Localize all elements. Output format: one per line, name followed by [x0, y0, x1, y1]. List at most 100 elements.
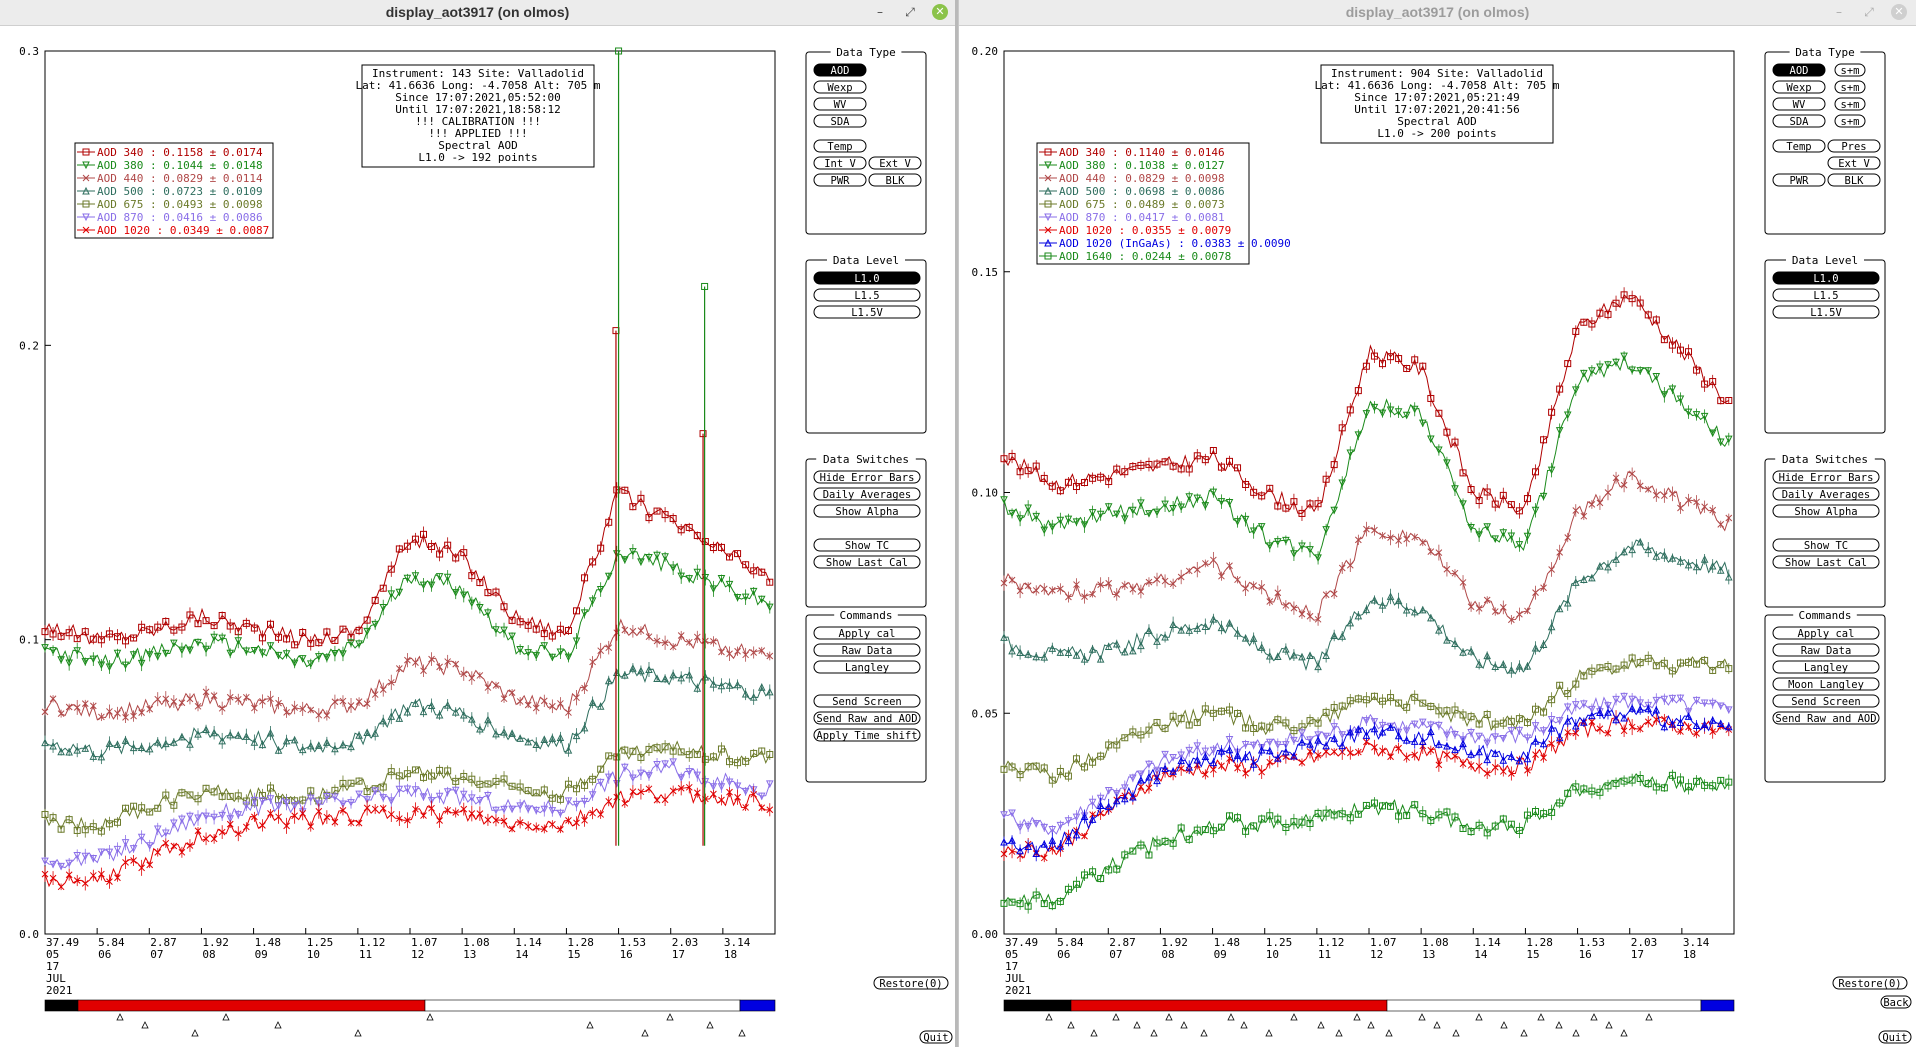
data-level-button-l15[interactable]: L1.5 [1772, 288, 1880, 302]
maximize-icon[interactable]: ⤢ [1864, 5, 1874, 19]
blk-button[interactable]: BLK [868, 173, 922, 187]
data-point [1169, 712, 1177, 720]
data-level-button-l15v[interactable]: L1.5V [1772, 305, 1880, 319]
switch-button-show-alpha[interactable]: Show Alpha [813, 504, 921, 518]
ext-v-button[interactable]: Ext V [1827, 156, 1881, 170]
temp-button[interactable]: Temp [813, 139, 867, 153]
wv-s-m-button[interactable]: s+m [1834, 97, 1866, 111]
data-point [1040, 764, 1048, 772]
data-point [161, 829, 170, 838]
aod-button[interactable]: AOD [1772, 63, 1826, 77]
restore-button[interactable]: Restore(0) [1832, 976, 1908, 990]
data-point [1048, 776, 1056, 784]
right-titlebar[interactable]: display_aot3917 (on olmos) – ⤢ ✕ [959, 0, 1916, 26]
data-point [1572, 783, 1580, 791]
pwr-button[interactable]: PWR [1772, 173, 1826, 187]
data-point [1427, 746, 1435, 754]
quit-button[interactable]: Quit [1878, 1030, 1912, 1044]
data-point [766, 578, 774, 586]
minimize-icon[interactable]: – [877, 5, 883, 19]
data-point [1604, 702, 1612, 710]
left-titlebar[interactable]: display_aot3917 (on olmos) – ⤢ ✕ [0, 0, 955, 26]
pres-button[interactable]: Pres [1827, 139, 1881, 153]
int-v-button[interactable]: Int V [813, 156, 867, 170]
data-point [339, 625, 347, 633]
data-point [1523, 661, 1532, 670]
data-point [1016, 846, 1024, 855]
data-level-button-l10[interactable]: L1.0 [813, 271, 921, 285]
restore-button[interactable]: Restore(0) [873, 976, 949, 990]
wexp-button[interactable]: Wexp [1772, 80, 1826, 94]
button-frame [813, 694, 921, 708]
command-button-send-screen[interactable]: Send Screen [813, 694, 921, 708]
data-level-button-l15v[interactable]: L1.5V [813, 305, 921, 319]
data-point [1443, 707, 1451, 715]
data-point [1137, 770, 1145, 779]
switch-button-show-last-cal[interactable]: Show Last Cal [1772, 555, 1880, 569]
data-point [1225, 498, 1234, 507]
wv-button[interactable]: WV [813, 97, 867, 111]
sda-button[interactable]: SDA [813, 114, 867, 128]
sda-s-m-button[interactable]: s+m [1834, 114, 1866, 128]
sda-button[interactable]: SDA [1772, 114, 1826, 128]
command-button-send-screen[interactable]: Send Screen [1772, 694, 1880, 708]
minimize-icon[interactable]: – [1836, 5, 1842, 19]
data-point [1354, 387, 1362, 395]
command-button-apply-cal[interactable]: Apply cal [1772, 626, 1880, 640]
data-point [1217, 498, 1226, 506]
command-button-send-raw-and-aod[interactable]: Send Raw and AOD [1772, 711, 1880, 725]
command-button-apply-time-shift[interactable]: Apply Time shift [813, 728, 921, 742]
data-level-button-l15[interactable]: L1.5 [813, 288, 921, 302]
switch-button-show-tc[interactable]: Show TC [813, 538, 921, 552]
data-point [1475, 720, 1483, 728]
switch-button-show-last-cal[interactable]: Show Last Cal [813, 555, 921, 569]
data-point [758, 804, 766, 812]
wv-button[interactable]: WV [1772, 97, 1826, 111]
data-point [1177, 715, 1185, 723]
legend-marker [1044, 238, 1052, 247]
data-point [1708, 699, 1717, 708]
temp-button[interactable]: Temp [1772, 139, 1826, 153]
command-button-apply-cal[interactable]: Apply cal [813, 626, 921, 640]
switch-button-daily-averages[interactable]: Daily Averages [813, 487, 921, 501]
pwr-button[interactable]: PWR [813, 173, 867, 187]
aod-button[interactable]: AOD [813, 63, 867, 77]
status-marker [1165, 1013, 1173, 1021]
ext-v-button[interactable]: Ext V [868, 156, 922, 170]
aod-s-m-button[interactable]: s+m [1834, 63, 1866, 77]
command-button-langley[interactable]: Langley [1772, 660, 1880, 674]
quit-button[interactable]: Quit [919, 1030, 953, 1044]
command-button-send-raw-and-aod[interactable]: Send Raw and AOD [813, 711, 921, 725]
close-icon[interactable]: ✕ [1891, 4, 1907, 20]
close-icon[interactable]: ✕ [932, 4, 948, 20]
x-tick-label: 1.28 [567, 936, 594, 949]
switch-button-hide-error-bars[interactable]: Hide Error Bars [813, 470, 921, 484]
command-button-moon-langley[interactable]: Moon Langley [1772, 677, 1880, 691]
data-point [1499, 660, 1508, 668]
blk-button[interactable]: BLK [1827, 173, 1881, 187]
data-point [677, 784, 685, 792]
switch-button-daily-averages[interactable]: Daily Averages [1772, 487, 1880, 501]
back-button[interactable]: Back [1880, 995, 1912, 1009]
status-marker [1180, 1021, 1188, 1029]
maximize-icon[interactable]: ⤢ [905, 5, 915, 19]
x-tick-day-label: 14 [1474, 948, 1488, 961]
data-point [677, 774, 686, 782]
command-button-raw-data[interactable]: Raw Data [1772, 643, 1880, 657]
data-point [1121, 851, 1129, 859]
data-point [1676, 346, 1684, 354]
wexp-button[interactable]: Wexp [813, 80, 867, 94]
data-point [1233, 629, 1242, 637]
x-tick-day-label: 18 [724, 948, 737, 961]
switch-button-hide-error-bars[interactable]: Hide Error Bars [1772, 470, 1880, 484]
data-level-button-l10[interactable]: L1.0 [1772, 271, 1880, 285]
wexp-s-m-button[interactable]: s+m [1834, 80, 1866, 94]
data-point [492, 626, 500, 634]
data-point [476, 672, 484, 679]
button-frame [1880, 995, 1912, 1009]
switch-button-show-tc[interactable]: Show TC [1772, 538, 1880, 552]
command-button-raw-data[interactable]: Raw Data [813, 643, 921, 657]
switch-button-show-alpha[interactable]: Show Alpha [1772, 504, 1880, 518]
command-button-langley[interactable]: Langley [813, 660, 921, 674]
data-point [1258, 583, 1266, 591]
